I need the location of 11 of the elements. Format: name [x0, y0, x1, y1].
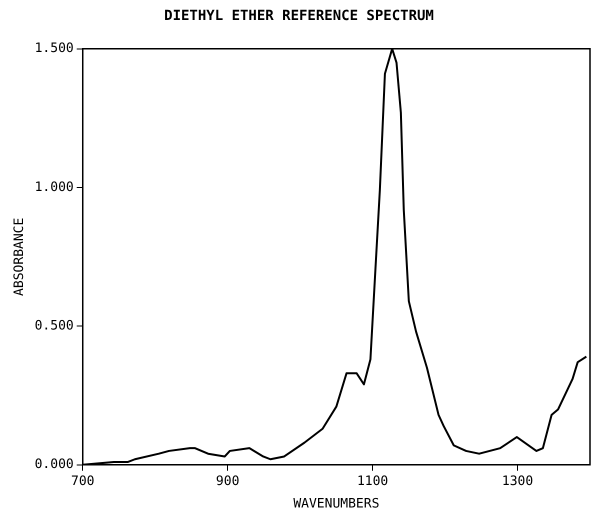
y-tick-label: 1.500: [34, 41, 74, 56]
x-tick-label: 1300: [502, 474, 534, 489]
x-tick-label: 700: [70, 474, 94, 489]
y-tick-label: 0.000: [34, 457, 74, 472]
y-tick-label: 0.500: [34, 318, 74, 334]
x-tick-label: 900: [216, 474, 240, 489]
x-tick-label: 1100: [356, 474, 388, 489]
chart-title: DIETHYL ETHER REFERENCE SPECTRUM: [164, 8, 434, 24]
y-tick-label: 1.000: [34, 180, 74, 195]
x-axis-title: WAVENUMBERS: [293, 496, 380, 512]
y-axis-title: ABSORBANCE: [12, 218, 28, 296]
